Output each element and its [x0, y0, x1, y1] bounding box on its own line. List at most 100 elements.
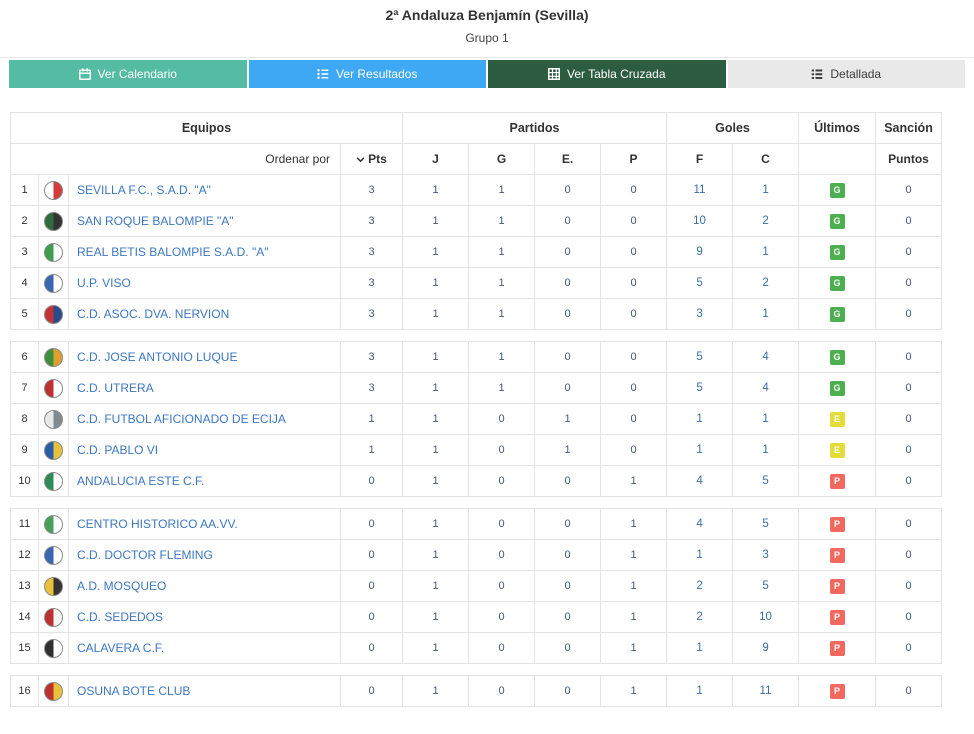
team-link[interactable]: C.D. JOSE ANTONIO LUQUE: [77, 350, 238, 364]
table-sub-header-row: Ordenar por Pts J G E. P F C Puntos: [10, 143, 943, 175]
last-results-cell: P: [798, 508, 877, 540]
played-cell: 1: [402, 434, 469, 466]
team-crest-icon: [44, 514, 63, 534]
sancion-cell: 0: [875, 675, 943, 707]
goals-for-cell: 5: [666, 372, 734, 404]
col-header-c: C: [732, 143, 800, 175]
drawn-cell: 0: [534, 205, 601, 237]
tab-detallada[interactable]: Detallada: [727, 60, 965, 88]
team-link[interactable]: U.P. VISO: [77, 276, 131, 290]
goals-against-cell: 5: [732, 508, 800, 540]
goals-for-cell: 1: [666, 632, 734, 664]
drawn-cell: 0: [534, 465, 601, 497]
table-row: 14 C.D. SEDEDOS 0 1 0 0 1 2 10 P 0: [10, 601, 943, 633]
tab-ver-tabla-cruzada[interactable]: Ver Tabla Cruzada: [488, 60, 726, 88]
goals-against-cell: 1: [732, 236, 800, 268]
goals-for-cell: 5: [666, 267, 734, 299]
position-cell: 14: [10, 601, 39, 633]
won-cell: 0: [468, 632, 535, 664]
tab-label: Detallada: [830, 67, 882, 81]
last-result-badge: G: [829, 381, 845, 396]
detailed-list-icon: [811, 68, 823, 80]
table-row: 15 CALAVERA C.F. 0 1 0 0 1 1 9 P 0: [10, 632, 943, 664]
team-crest-icon: [44, 409, 63, 429]
goals-against-cell: 1: [732, 174, 800, 206]
team-crest-icon: [44, 180, 63, 200]
team-link[interactable]: C.D. DOCTOR FLEMING: [77, 548, 213, 562]
team-link[interactable]: REAL BETIS BALOMPIE S.A.D. "A": [77, 245, 269, 259]
team-name-cell: C.D. UTRERA: [68, 372, 341, 404]
sancion-cell: 0: [875, 298, 943, 330]
team-link[interactable]: SAN ROQUE BALOMPIE "A": [77, 214, 234, 228]
played-cell: 1: [402, 403, 469, 435]
position-cell: 3: [10, 236, 39, 268]
team-name-cell: A.D. MOSQUEO: [68, 570, 341, 602]
position-cell: 12: [10, 539, 39, 571]
lost-cell: 0: [599, 403, 668, 435]
goals-against-cell: 10: [732, 601, 800, 633]
goals-against-cell: 4: [732, 341, 800, 373]
played-cell: 1: [402, 539, 469, 571]
lost-cell: 1: [599, 465, 668, 497]
tab-bar: Ver Calendario Ver Resultados Ver Tabla …: [9, 60, 965, 88]
tab-ver-calendario[interactable]: Ver Calendario: [9, 60, 247, 88]
header-sancion: Sanción: [875, 112, 943, 144]
team-link[interactable]: C.D. PABLO VI: [77, 443, 159, 457]
goals-for-cell: 4: [666, 508, 734, 540]
team-link[interactable]: CENTRO HISTORICO AA.VV.: [77, 517, 238, 531]
table-row: 1 SEVILLA F.C., S.A.D. "A" 3 1 1 0 0 11 1 G 0: [10, 174, 943, 206]
crest-cell: [38, 372, 69, 404]
results-list-icon: [317, 68, 329, 80]
last-result-badge: P: [829, 474, 845, 489]
last-results-cell: G: [798, 236, 877, 268]
team-link[interactable]: CALAVERA C.F.: [77, 641, 165, 655]
sort-pts-button[interactable]: Pts: [340, 143, 403, 175]
crest-cell: [38, 570, 69, 602]
drawn-cell: 0: [534, 508, 601, 540]
table-row: 16 OSUNA BOTE CLUB 0 1 0 0 1 1 11 P 0: [10, 675, 943, 707]
won-cell: 1: [468, 267, 535, 299]
played-cell: 1: [402, 570, 469, 602]
sancion-cell: 0: [875, 267, 943, 299]
won-cell: 0: [468, 403, 535, 435]
last-result-badge: G: [829, 276, 845, 291]
tab-label: Ver Resultados: [336, 67, 418, 81]
goals-against-cell: 2: [732, 267, 800, 299]
position-cell: 15: [10, 632, 39, 664]
team-link[interactable]: C.D. SEDEDOS: [77, 610, 164, 624]
position-cell: 16: [10, 675, 39, 707]
played-cell: 1: [402, 341, 469, 373]
team-link[interactable]: ANDALUCIA ESTE C.F.: [77, 474, 205, 488]
drawn-cell: 0: [534, 539, 601, 571]
pts-cell: 0: [340, 675, 403, 707]
team-name-cell: CENTRO HISTORICO AA.VV.: [68, 508, 341, 540]
won-cell: 1: [468, 174, 535, 206]
table-row: 13 A.D. MOSQUEO 0 1 0 0 1 2 5 P 0: [10, 570, 943, 602]
last-result-badge: E: [829, 443, 845, 458]
team-name-cell: CALAVERA C.F.: [68, 632, 341, 664]
lost-cell: 1: [599, 508, 668, 540]
tab-ver-resultados[interactable]: Ver Resultados: [248, 60, 486, 88]
goals-against-cell: 1: [732, 434, 800, 466]
sancion-cell: 0: [875, 341, 943, 373]
drawn-cell: 0: [534, 675, 601, 707]
goals-for-cell: 9: [666, 236, 734, 268]
team-name-cell: OSUNA BOTE CLUB: [68, 675, 341, 707]
position-cell: 7: [10, 372, 39, 404]
team-link[interactable]: SEVILLA F.C., S.A.D. "A": [77, 183, 211, 197]
team-link[interactable]: OSUNA BOTE CLUB: [77, 684, 191, 698]
pts-cell: 3: [340, 372, 403, 404]
team-link[interactable]: A.D. MOSQUEO: [77, 579, 167, 593]
table-row: 8 C.D. FUTBOL AFICIONADO DE ECIJA 1 1 0 1 0 1 1 E…: [10, 403, 943, 435]
last-results-cell: P: [798, 539, 877, 571]
team-link[interactable]: C.D. ASOC. DVA. NERVION: [77, 307, 230, 321]
col-header-p: P: [599, 143, 668, 175]
tab-label: Ver Calendario: [97, 67, 177, 81]
table-row: 2 SAN ROQUE BALOMPIE "A" 3 1 1 0 0 10 2 G 0: [10, 205, 943, 237]
lost-cell: 1: [599, 601, 668, 633]
team-link[interactable]: C.D. FUTBOL AFICIONADO DE ECIJA: [77, 412, 286, 426]
position-cell: 6: [10, 341, 39, 373]
team-link[interactable]: C.D. UTRERA: [77, 381, 154, 395]
pts-cell: 3: [340, 298, 403, 330]
table-row: 5 C.D. ASOC. DVA. NERVION 3 1 1 0 0 3 1 G 0: [10, 298, 943, 330]
